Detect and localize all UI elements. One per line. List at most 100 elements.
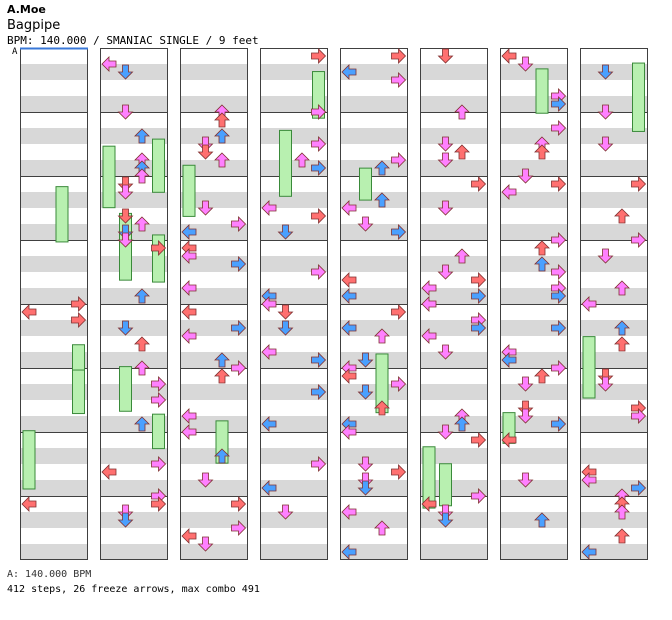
right-arrow-icon — [311, 104, 327, 120]
down-arrow-icon — [117, 184, 134, 200]
left-arrow-icon — [421, 328, 437, 344]
up-arrow-icon — [294, 152, 310, 168]
left-arrow-icon — [581, 296, 597, 312]
down-arrow-icon — [437, 48, 454, 64]
step-stats: 412 steps, 26 freeze arrows, max combo 4… — [7, 584, 260, 595]
left-arrow-icon — [261, 296, 277, 312]
up-arrow-icon — [614, 280, 630, 296]
right-arrow-icon — [471, 320, 487, 336]
chart-meta: BPM: 140.000 / SMANIAC SINGLE / 9 feet — [7, 34, 259, 47]
up-arrow-icon — [534, 512, 550, 528]
up-arrow-icon — [454, 416, 470, 432]
freeze-arrow-icon — [102, 145, 116, 209]
bpm-summary: A: 140.000 BPM — [7, 569, 92, 580]
right-arrow-icon — [391, 224, 407, 240]
left-arrow-icon — [581, 472, 597, 488]
right-arrow-icon — [391, 72, 407, 88]
down-arrow-icon — [197, 536, 214, 552]
right-arrow-icon — [471, 272, 487, 288]
right-arrow-icon — [151, 456, 167, 472]
down-arrow-icon — [117, 208, 134, 224]
song-title: Bagpipe — [7, 18, 61, 33]
right-arrow-icon — [551, 120, 567, 136]
down-arrow-icon — [357, 456, 374, 472]
down-arrow-icon — [437, 504, 454, 520]
down-arrow-icon — [517, 376, 534, 392]
right-arrow-icon — [311, 160, 327, 176]
right-arrow-icon — [551, 288, 567, 304]
up-arrow-icon — [614, 528, 630, 544]
right-arrow-icon — [551, 176, 567, 192]
right-arrow-icon — [311, 456, 327, 472]
down-arrow-icon — [517, 400, 534, 416]
up-arrow-icon — [454, 144, 470, 160]
left-arrow-icon — [421, 496, 437, 512]
left-arrow-icon — [261, 200, 277, 216]
down-arrow-icon — [597, 136, 614, 152]
down-arrow-icon — [437, 152, 454, 168]
right-arrow-icon — [391, 464, 407, 480]
right-arrow-icon — [631, 480, 647, 496]
right-arrow-icon — [151, 496, 167, 512]
freeze-arrow-icon — [72, 369, 85, 415]
right-arrow-icon — [551, 264, 567, 280]
right-arrow-icon — [231, 496, 247, 512]
down-arrow-icon — [597, 64, 614, 80]
up-arrow-icon — [374, 192, 390, 208]
freeze-arrow-icon — [582, 336, 596, 399]
freeze-arrow-icon — [439, 463, 452, 507]
left-arrow-icon — [341, 504, 357, 520]
down-arrow-icon — [357, 480, 374, 496]
right-arrow-icon — [311, 352, 327, 368]
up-arrow-icon — [134, 336, 150, 352]
up-arrow-icon — [534, 144, 550, 160]
left-arrow-icon — [181, 528, 197, 544]
left-arrow-icon — [181, 328, 197, 344]
right-arrow-icon — [631, 408, 647, 424]
right-arrow-icon — [631, 232, 647, 248]
left-arrow-icon — [501, 432, 517, 448]
down-arrow-icon — [517, 408, 534, 424]
left-arrow-icon — [581, 544, 597, 560]
up-arrow-icon — [214, 368, 230, 384]
right-arrow-icon — [471, 432, 487, 448]
down-arrow-icon — [357, 472, 374, 488]
right-arrow-icon — [391, 304, 407, 320]
up-arrow-icon — [214, 128, 230, 144]
right-arrow-icon — [391, 376, 407, 392]
right-arrow-icon — [71, 296, 87, 312]
up-arrow-icon — [614, 504, 630, 520]
chart-column-7 — [500, 48, 568, 560]
left-arrow-icon — [181, 408, 197, 424]
down-arrow-icon — [437, 200, 454, 216]
right-arrow-icon — [471, 288, 487, 304]
left-arrow-icon — [341, 320, 357, 336]
left-arrow-icon — [181, 224, 197, 240]
right-arrow-icon — [231, 520, 247, 536]
down-arrow-icon — [277, 304, 294, 320]
freeze-arrow-icon — [279, 129, 292, 197]
down-arrow-icon — [117, 176, 134, 192]
chart-column-3 — [180, 48, 248, 560]
right-arrow-icon — [231, 360, 247, 376]
down-arrow-icon — [197, 200, 214, 216]
down-arrow-icon — [197, 136, 214, 152]
right-arrow-icon — [231, 256, 247, 272]
down-arrow-icon — [117, 512, 134, 528]
up-arrow-icon — [134, 360, 150, 376]
left-arrow-icon — [341, 200, 357, 216]
right-arrow-icon — [151, 376, 167, 392]
down-arrow-icon — [597, 368, 614, 384]
down-arrow-icon — [597, 376, 614, 392]
down-arrow-icon — [117, 64, 134, 80]
chart-column-6 — [420, 48, 488, 560]
right-arrow-icon — [551, 360, 567, 376]
right-arrow-icon — [391, 152, 407, 168]
bpm-change-marker: A — [12, 47, 18, 57]
chart-column-2 — [100, 48, 168, 560]
up-arrow-icon — [374, 160, 390, 176]
down-arrow-icon — [357, 384, 374, 400]
left-arrow-icon — [181, 304, 197, 320]
down-arrow-icon — [517, 56, 534, 72]
left-arrow-icon — [181, 248, 197, 264]
